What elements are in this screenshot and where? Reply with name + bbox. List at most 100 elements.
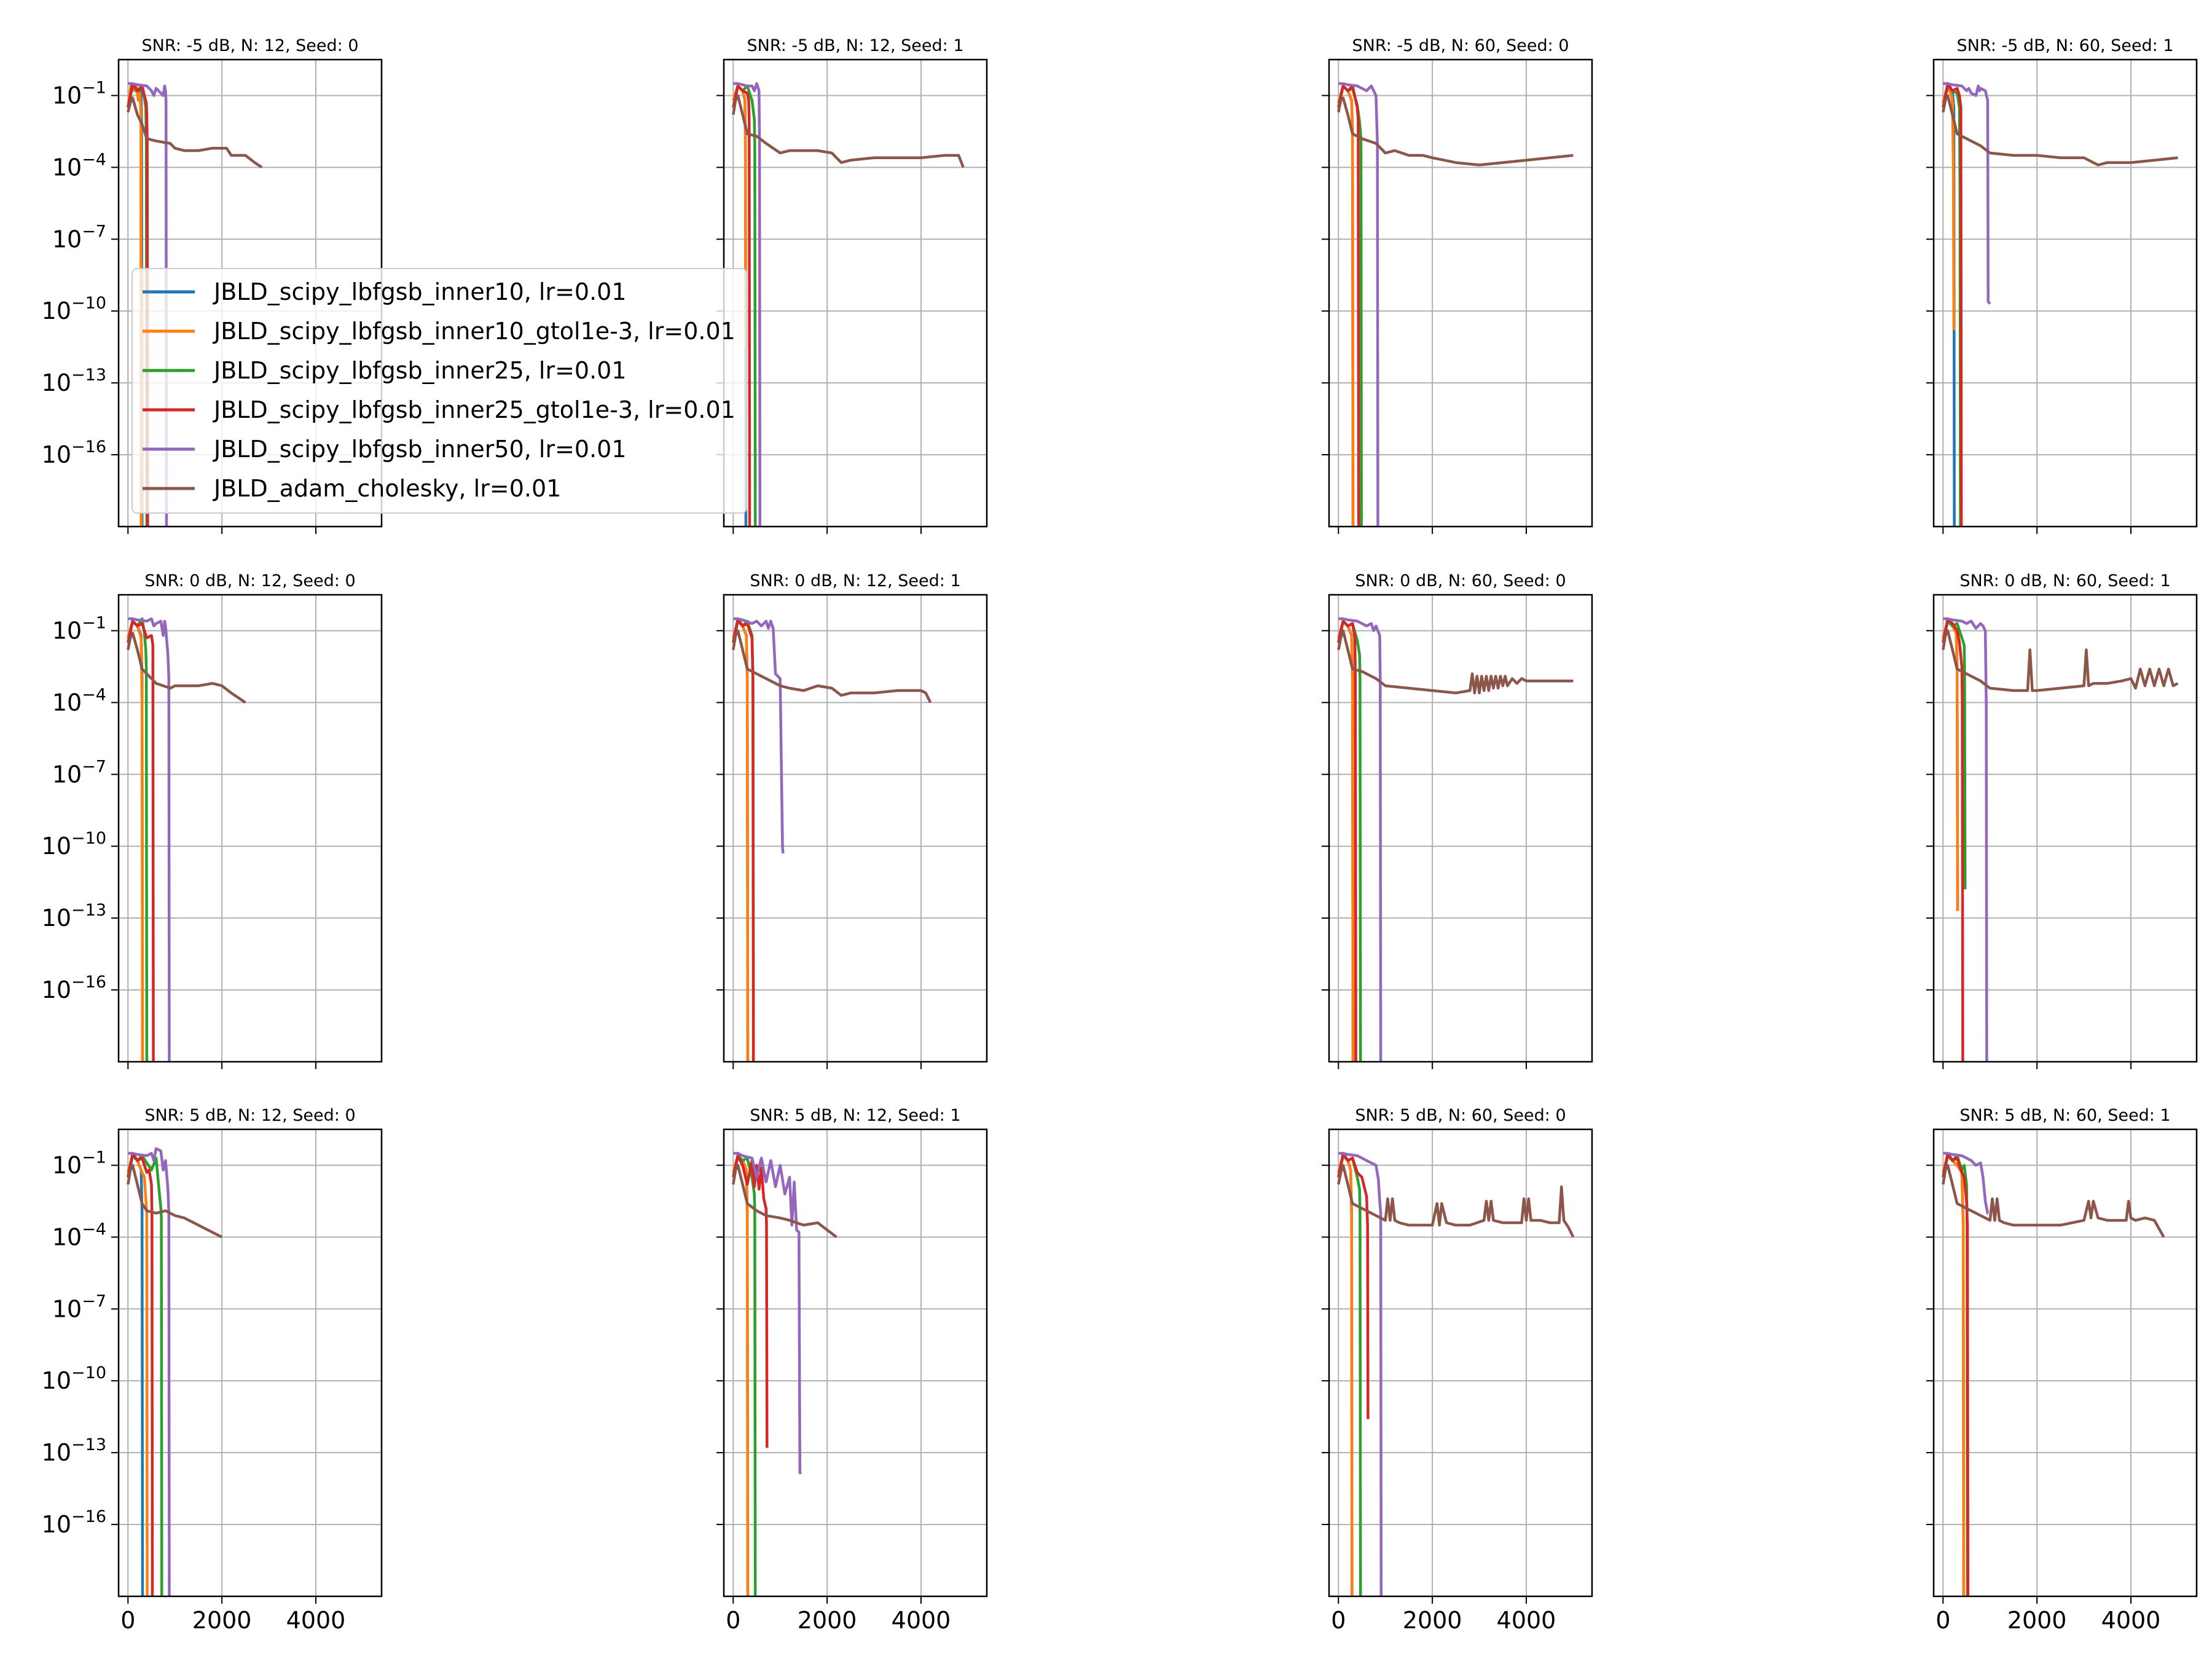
series-line: [1338, 1151, 1383, 1596]
series-line: [1338, 82, 1379, 527]
series-line: [732, 1164, 837, 1239]
series-line: [733, 82, 762, 527]
y-tick-label: 10−4: [52, 150, 106, 181]
legend-box: [131, 268, 747, 514]
axes-frame: [1932, 58, 2198, 528]
series-line: [127, 619, 155, 1062]
x-tick-label: 0: [120, 1607, 135, 1634]
series-line: [1337, 1151, 1370, 1419]
subplot-title: SNR: 0 dB, N: 12, Seed: 1: [750, 571, 960, 590]
series-line: [127, 82, 149, 527]
legend-entry: JBLD_scipy_lbfgsb_inner25_gtol1e-3, lr=0…: [213, 396, 735, 423]
series-line: [732, 84, 751, 527]
series-line: [1337, 96, 1574, 167]
subplot: SNR: 0 dB, N: 12, Seed: 1: [716, 571, 988, 1069]
series-line: [127, 632, 246, 704]
legend-entry: JBLD_scipy_lbfgsb_inner10_gtol1e-3, lr=0…: [213, 318, 735, 345]
axes-frame: [117, 594, 383, 1063]
series-line: [1337, 629, 1574, 695]
series-line: [128, 82, 168, 527]
series-line: [128, 617, 171, 1062]
series-line: [1942, 629, 2179, 692]
axes-frame: [1932, 1128, 2198, 1598]
series-group: [732, 1151, 837, 1596]
legend-entry: JBLD_scipy_lbfgsb_inner25, lr=0.01: [213, 357, 627, 384]
x-tick-label: 2000: [1403, 1607, 1462, 1634]
series-group: [1337, 1151, 1575, 1596]
legend: JBLD_scipy_lbfgsb_inner10, lr=0.01 JBLD_s…: [131, 268, 747, 514]
series-line: [1338, 617, 1382, 1062]
series-group: [127, 617, 246, 1062]
subplot-title: SNR: -5 dB, N: 60, Seed: 0: [1352, 36, 1569, 55]
series-group: [1942, 82, 2178, 527]
series-line: [128, 1147, 171, 1596]
series-group: [127, 1147, 223, 1596]
series-line: [127, 1164, 223, 1239]
subplot: SNR: 5 dB, N: 60, Seed: 0 0 2000 4000: [1322, 1106, 1593, 1634]
subplot-title: SNR: 0 dB, N: 12, Seed: 0: [144, 571, 355, 590]
panels-layer: SNR: -5 dB, N: 12, Seed: 010−110−410−710…: [42, 36, 2198, 1634]
x-tick-label: 2000: [798, 1607, 857, 1634]
series-group: [127, 82, 263, 527]
subplot: SNR: 0 dB, N: 60, Seed: 0: [1322, 571, 1593, 1069]
series-line: [732, 1154, 769, 1448]
subplot-title: SNR: 0 dB, N: 60, Seed: 0: [1355, 571, 1566, 590]
subplot-title: SNR: -5 dB, N: 12, Seed: 0: [141, 36, 358, 55]
axes-frame: [723, 1128, 988, 1598]
series-line: [1943, 617, 1988, 1062]
legend-entry: JBLD_scipy_lbfgsb_inner50, lr=0.01: [213, 436, 627, 463]
series-group: [732, 617, 932, 1062]
y-tick-label: 10−1: [52, 613, 106, 644]
subplot: SNR: 0 dB, N: 12, Seed: 010−110−410−710−…: [42, 571, 383, 1069]
series-line: [1942, 94, 2178, 167]
y-tick-label: 10−4: [52, 1220, 106, 1250]
series-line: [127, 1151, 154, 1596]
x-tick-label: 0: [726, 1607, 740, 1634]
subplot: SNR: -5 dB, N: 12, Seed: 1: [716, 36, 988, 534]
axes-frame: [117, 1128, 383, 1598]
series-line: [1942, 1164, 2165, 1238]
subplot-title: SNR: 5 dB, N: 12, Seed: 0: [144, 1106, 355, 1125]
legend-entry: JBLD_scipy_lbfgsb_inner10, lr=0.01: [213, 278, 627, 305]
series-line: [1337, 1164, 1575, 1238]
axes-frame: [723, 594, 988, 1063]
series-group: [1942, 1151, 2165, 1596]
axes-frame: [1328, 1128, 1593, 1598]
series-group: [1337, 82, 1574, 527]
subplot-title: SNR: -5 dB, N: 12, Seed: 1: [747, 36, 963, 55]
axes-frame: [1328, 594, 1593, 1063]
series-group: [1337, 617, 1574, 1062]
series-group: [1942, 617, 2179, 1062]
legend-entry: JBLD_adam_cholesky, lr=0.01: [213, 475, 561, 502]
axes-frame: [1932, 594, 2198, 1063]
subplot-title: SNR: 5 dB, N: 60, Seed: 0: [1355, 1106, 1566, 1125]
subplot: SNR: -5 dB, N: 60, Seed: 0: [1322, 36, 1593, 534]
series-line: [733, 617, 785, 854]
series-line: [732, 94, 965, 168]
x-tick-label: 4000: [1497, 1607, 1556, 1634]
series-line: [1942, 1151, 1970, 1596]
subplot: SNR: 0 dB, N: 60, Seed: 1: [1926, 571, 2198, 1069]
subplot: SNR: -5 dB, N: 60, Seed: 1: [1926, 36, 2198, 534]
subplot: SNR: 5 dB, N: 60, Seed: 1 0 2000 4000: [1926, 1106, 2198, 1634]
x-tick-label: 0: [1331, 1607, 1346, 1634]
x-tick-label: 4000: [892, 1607, 951, 1634]
y-tick-label: 10−1: [52, 1148, 106, 1179]
series-line: [733, 1151, 802, 1475]
x-tick-label: 0: [1936, 1607, 1950, 1634]
x-tick-label: 2000: [192, 1607, 252, 1634]
series-line: [127, 96, 263, 169]
series-group: [732, 82, 965, 527]
subplot: SNR: 5 dB, N: 12, Seed: 1 0 2000 4000: [716, 1106, 988, 1634]
axes-frame: [1328, 58, 1593, 528]
series-line: [1337, 619, 1357, 1062]
x-tick-label: 4000: [2101, 1607, 2161, 1634]
series-line: [1943, 82, 1991, 305]
series-line: [732, 629, 932, 704]
subplot-title: SNR: 0 dB, N: 60, Seed: 1: [1959, 571, 2170, 590]
subplot-title: SNR: 5 dB, N: 60, Seed: 1: [1959, 1106, 2170, 1125]
series-line: [1943, 1151, 1990, 1215]
subplot-title: SNR: 5 dB, N: 12, Seed: 1: [750, 1106, 960, 1125]
